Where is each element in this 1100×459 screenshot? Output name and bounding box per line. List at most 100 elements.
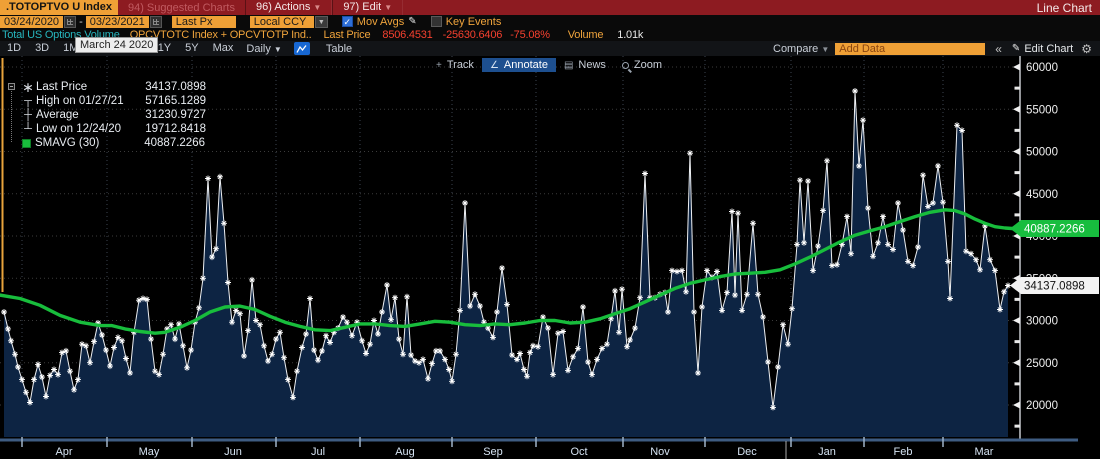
month-label: Sep [483, 446, 503, 458]
security-ticker-box[interactable]: .TOTOPTVO U Index [0, 0, 118, 15]
y-axis-tick-arrow [1013, 63, 1020, 71]
range-toolbar: 1D3D1M6MYTD1Y5YMax Daily ▼ Table Compare… [0, 41, 1100, 56]
date-tooltip: March 24 2020 [75, 37, 159, 53]
y-axis-minor-tick [1014, 424, 1020, 428]
range-tab-1d[interactable]: 1D [7, 42, 22, 54]
add-data-input[interactable] [835, 42, 986, 55]
track-tool[interactable]: + Track [428, 58, 482, 72]
settings-row: 03/24/2020 - 03/23/2021 Last Px Local CC… [0, 15, 1100, 28]
y-axis-tick-label: 50000 [1026, 147, 1058, 159]
y-axis-tick-label: 20000 [1026, 400, 1058, 412]
price-change-value: -25630.6406 [442, 28, 503, 41]
chevron-down-icon: ▼ [821, 44, 830, 54]
range-tab-5y[interactable]: 5Y [185, 42, 199, 54]
month-label: Jan [818, 446, 836, 458]
news-tool-label: News [578, 59, 606, 71]
legend-value: 19712.8418 [145, 123, 206, 135]
y-axis-tick-label: 55000 [1026, 104, 1058, 116]
mov-avgs-checkbox[interactable]: ✓ [341, 16, 353, 27]
legend-row: ┼ Average 31230.9727 [20, 108, 206, 122]
legend-row: ┴ Low on 12/24/20 19712.8418 [20, 122, 206, 136]
volume-value: 1.01k [617, 28, 644, 41]
price-change-percent: -75.08% [510, 28, 550, 41]
legend-expander-icon[interactable] [8, 83, 15, 90]
y-axis-minor-tick [1014, 86, 1020, 90]
start-date-field[interactable]: 03/24/2020 [0, 15, 64, 28]
y-axis-tick-label: 25000 [1026, 358, 1058, 370]
key-events-label: Key Events [445, 15, 502, 28]
legend-label: High on 01/27/21 [36, 95, 124, 107]
month-label: Jul [311, 446, 325, 458]
y-axis-tick-arrow [1013, 105, 1020, 113]
annotate-tool[interactable]: ∠ Annotate [481, 58, 556, 72]
y-axis-tick-label: 30000 [1026, 316, 1058, 328]
frequency-select[interactable]: Daily ▼ [246, 42, 282, 55]
legend-value: 31230.9727 [145, 109, 206, 121]
legend-value: 34137.0898 [145, 81, 206, 93]
news-icon: ▤ [563, 59, 574, 71]
last-price-axis-badge-text: 34137.0898 [1024, 281, 1085, 293]
price-chart[interactable]: 6000055000500004500040000350003000025000… [0, 56, 1100, 459]
edit-menu[interactable]: 97) Edit ▼ [332, 0, 404, 15]
legend-row: ┬ High on 01/27/21 57165.1289 [20, 94, 206, 108]
news-tool[interactable]: ▤ News [556, 58, 614, 72]
currency-select[interactable]: Local CCY [249, 15, 314, 28]
compare-button[interactable]: Compare ▼ [773, 42, 830, 55]
y-axis-tick-label: 45000 [1026, 189, 1058, 201]
y-axis-minor-tick [1014, 171, 1020, 175]
suggested-charts-menu[interactable]: 94) Suggested Charts [127, 1, 235, 14]
zoom-tool[interactable]: Zoom [614, 58, 670, 72]
month-label: Aug [395, 446, 415, 458]
calendar-icon[interactable] [149, 15, 162, 28]
price-field-select[interactable]: Last Px [171, 15, 236, 28]
month-label: Nov [650, 446, 670, 458]
smavg-line [0, 208, 1014, 335]
annotate-icon: ∠ [489, 59, 499, 71]
y-axis-minor-tick [1014, 297, 1020, 301]
track-icon: + [436, 59, 442, 71]
chart-settings-gear-icon[interactable]: ⚙ [1081, 41, 1092, 56]
key-events-checkbox[interactable]: ✓ [430, 16, 442, 27]
low-legend-icon: ┴ [24, 123, 32, 135]
smavg-axis-badge-text: 40887.2266 [1024, 224, 1085, 236]
price-area-fill [4, 91, 1008, 437]
average-legend-icon: ┼ [24, 109, 32, 121]
y-axis-minor-tick [1014, 128, 1020, 132]
calendar-icon[interactable] [64, 15, 77, 28]
component-tickers: OPCVTOTC Index + OPCVTOTP Ind.. [129, 28, 312, 41]
y-axis-tick-arrow [1013, 148, 1020, 155]
edit-mov-avgs-pencil-icon[interactable]: ✎ [408, 16, 417, 27]
security-info-row: Total US Options Volume OPCVTOTC Index +… [0, 28, 1100, 41]
chevron-down-icon: ▼ [313, 3, 322, 12]
range-tab-3d[interactable]: 3D [35, 42, 50, 54]
range-tab-1m[interactable]: 1M [63, 42, 79, 54]
y-axis-minor-tick [1014, 255, 1020, 259]
y-axis-minor-tick [1014, 382, 1020, 386]
collapse-panel-button[interactable]: « [995, 41, 1002, 56]
end-date-field[interactable]: 03/23/2021 [85, 15, 149, 28]
y-axis-minor-tick [1014, 213, 1020, 217]
month-label: Oct [570, 446, 587, 458]
range-tab-1y[interactable]: 1Y [157, 42, 172, 54]
last-price-label: Last Price [323, 28, 371, 41]
chart-style-button[interactable] [293, 42, 310, 55]
legend-label: SMAVG (30) [35, 137, 100, 149]
legend-label: Average [36, 109, 79, 121]
zoom-tool-label: Zoom [633, 59, 663, 71]
legend-value: 57165.1289 [145, 95, 206, 107]
chevron-down-icon: ▼ [384, 3, 393, 12]
chart-area[interactable]: 6000055000500004500040000350003000025000… [0, 56, 1100, 459]
y-axis-tick-label: 60000 [1026, 62, 1058, 74]
table-button[interactable]: Table [325, 42, 353, 55]
line-chart-icon [296, 44, 307, 53]
chart-legend: ∗ Last Price 34137.0898 ┬ High on 01/27/21 57… [8, 80, 206, 150]
edit-chart-button[interactable]: Edit Chart [1024, 42, 1074, 55]
chart-floating-toolbar: + Track ∠ Annotate ▤ News Zoom [428, 58, 670, 72]
range-tab-max[interactable]: Max [212, 42, 234, 54]
chevron-down-icon: ▼ [273, 44, 282, 54]
actions-menu[interactable]: 96) Actions ▼ [244, 0, 333, 15]
smavg-axis-badge [1010, 220, 1099, 238]
track-tool-label: Track [446, 59, 474, 71]
edit-chart-pencil-icon: ✎ [1011, 43, 1021, 54]
currency-dropdown-arrow[interactable]: ▼ [314, 15, 328, 28]
